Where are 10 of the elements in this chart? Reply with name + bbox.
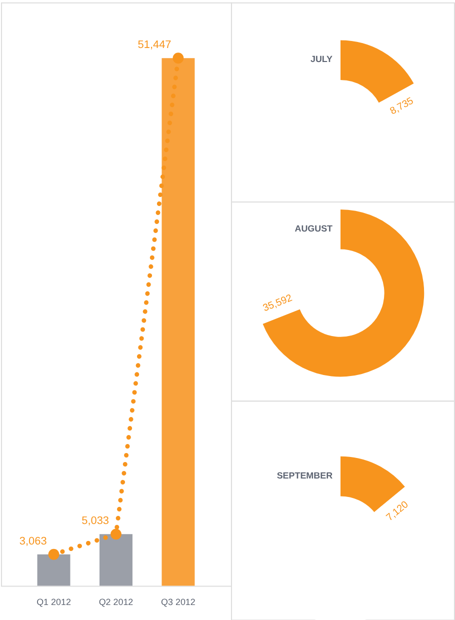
x-tick-label: Q1 2012: [36, 597, 71, 608]
text: AUGUST: [294, 223, 334, 234]
text: SEPTEMBER: [276, 470, 334, 480]
text: JULY: [310, 54, 333, 64]
data-label: 51,447: [138, 39, 172, 52]
data-label: 5,033: [82, 515, 110, 528]
x-tick-label: Q3 2012: [161, 597, 196, 608]
text: 35,592: [262, 292, 294, 314]
data-label: 3,063: [19, 535, 47, 548]
x-tick-label: Q2 2012: [98, 597, 134, 608]
